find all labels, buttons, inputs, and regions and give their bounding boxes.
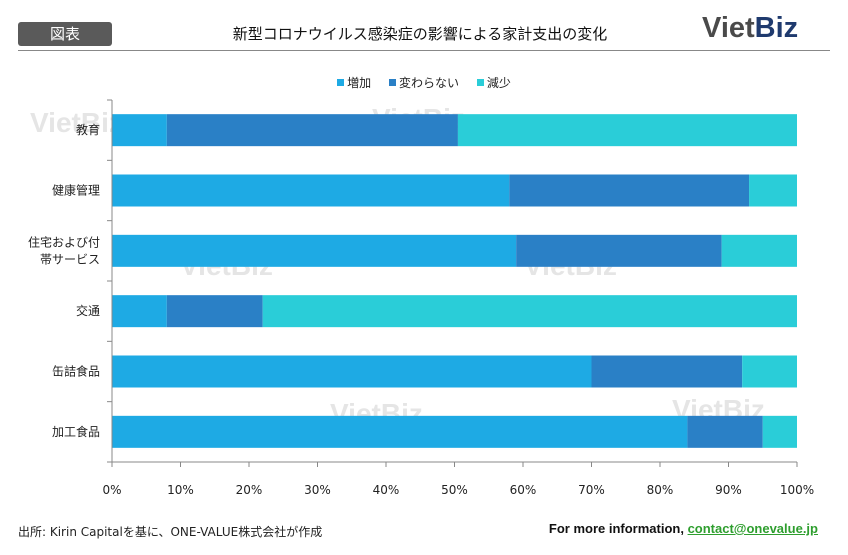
bar-segment (687, 415, 763, 448)
category-label: 加工食品 (52, 424, 100, 439)
x-tick-label: 10% (167, 483, 194, 497)
x-tick-label: 70% (578, 483, 605, 497)
bar-segment (509, 174, 750, 207)
bar-segment (721, 234, 797, 267)
category-label: 缶詰食品 (52, 364, 100, 379)
legend-label: 増加 (347, 76, 372, 90)
bar-segment (112, 355, 592, 388)
bar-segment (516, 234, 722, 267)
bar-segment (742, 355, 797, 388)
bar-segment (112, 415, 688, 448)
bar-segment (112, 234, 517, 267)
bar-segment (166, 295, 263, 328)
contact-info: For more information, contact@onevalue.j… (549, 521, 818, 536)
x-tick-label: 60% (510, 483, 537, 497)
legend-item: 変わらない (388, 76, 459, 90)
legend-swatch (388, 79, 396, 86)
bar-segment (166, 114, 458, 147)
category-label: 帯サービス (40, 252, 100, 266)
category-label: 交通 (76, 303, 100, 318)
title-text: 新型コロナウイルス感染症の影響による家計支出の変化 (232, 25, 608, 43)
bar-segment (112, 295, 167, 328)
chart-title: 新型コロナウイルス感染症の影響による家計支出の変化 (150, 22, 690, 46)
x-tick-label: 90% (715, 483, 742, 497)
bar-segment (762, 415, 797, 448)
legend-item: 減少 (476, 76, 511, 90)
x-tick-label: 100% (780, 483, 814, 497)
figure-badge: 図表 (18, 22, 112, 46)
x-tick-label: 30% (304, 483, 331, 497)
category-label: 教育 (76, 122, 100, 137)
watermark: VietBiz (30, 107, 123, 138)
contact-email-link[interactable]: contact@onevalue.jp (687, 521, 818, 536)
bar-segment (112, 174, 510, 207)
legend: 増加 変わらない 減少 (0, 74, 848, 91)
x-tick-label: 50% (441, 483, 468, 497)
more-info-label: For more information, (548, 521, 688, 536)
category-label: 健康管理 (52, 183, 100, 198)
bar-segment (591, 355, 743, 388)
x-tick-label: 80% (647, 483, 674, 497)
legend-label: 変わらない (398, 76, 459, 90)
source-note: 出所: Kirin Capitalを基に、ONE-VALUE株式会社が作成 (18, 525, 323, 539)
bar-segment (749, 174, 797, 207)
x-tick-label: 0% (102, 483, 121, 497)
legend-label: 減少 (486, 76, 511, 90)
x-tick-label: 40% (373, 483, 400, 497)
header-divider (18, 50, 830, 51)
bar-segment (262, 295, 797, 328)
logo-part-viet: Viet (702, 12, 755, 44)
legend-swatch (337, 79, 345, 86)
legend-item: 増加 (337, 76, 371, 90)
bar-segment (457, 114, 797, 147)
category-label: 住宅および付 (28, 234, 100, 249)
legend-swatch (476, 79, 484, 86)
x-tick-label: 20% (236, 483, 263, 497)
logo-part-biz: Biz (754, 12, 799, 44)
vietbiz-logo: VietBiz (702, 12, 798, 45)
bar-segment (112, 114, 167, 147)
